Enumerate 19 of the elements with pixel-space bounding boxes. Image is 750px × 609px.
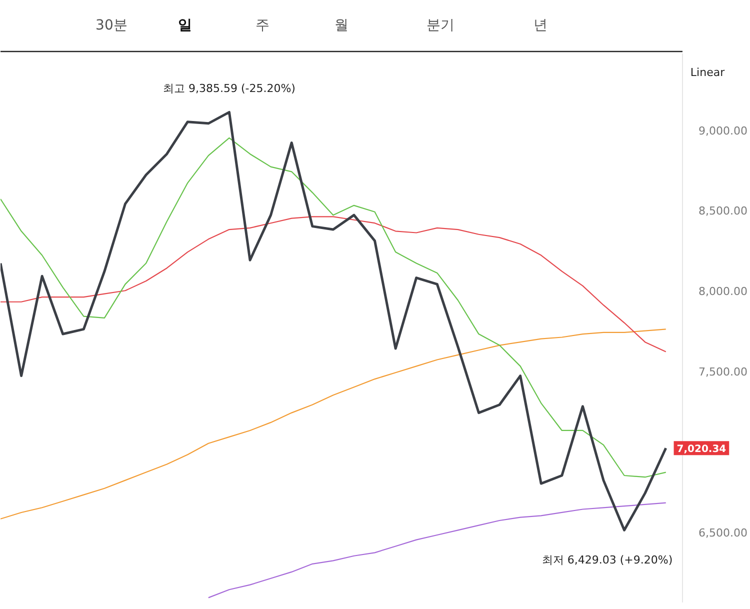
- annotation: 최저 6,429.03 (+9.20%): [542, 553, 673, 566]
- text: Linear: [690, 66, 726, 79]
- y-tick-label: 7,500.00: [698, 366, 748, 379]
- data-label: 7,020.34: [676, 444, 726, 456]
- text: 월: [334, 18, 348, 34]
- line-series: [0, 137, 666, 478]
- line-series: [0, 328, 666, 520]
- y-tick-label: 6,500.00: [698, 526, 748, 540]
- text: 주: [255, 18, 270, 34]
- y-tick-label: 9,000.00: [698, 124, 748, 138]
- text: 일: [178, 18, 192, 34]
- text: 년: [534, 18, 548, 34]
- line-series: [0, 216, 666, 352]
- y-tick-label: 8,500.00: [698, 204, 748, 218]
- line-series: [0, 110, 668, 532]
- annotation: 최고 9,385.59 (-25.20%): [162, 82, 296, 95]
- text: 분기: [426, 18, 455, 34]
- text: 30분: [96, 18, 128, 34]
- y-tick-label: 8,000.00: [698, 285, 748, 298]
